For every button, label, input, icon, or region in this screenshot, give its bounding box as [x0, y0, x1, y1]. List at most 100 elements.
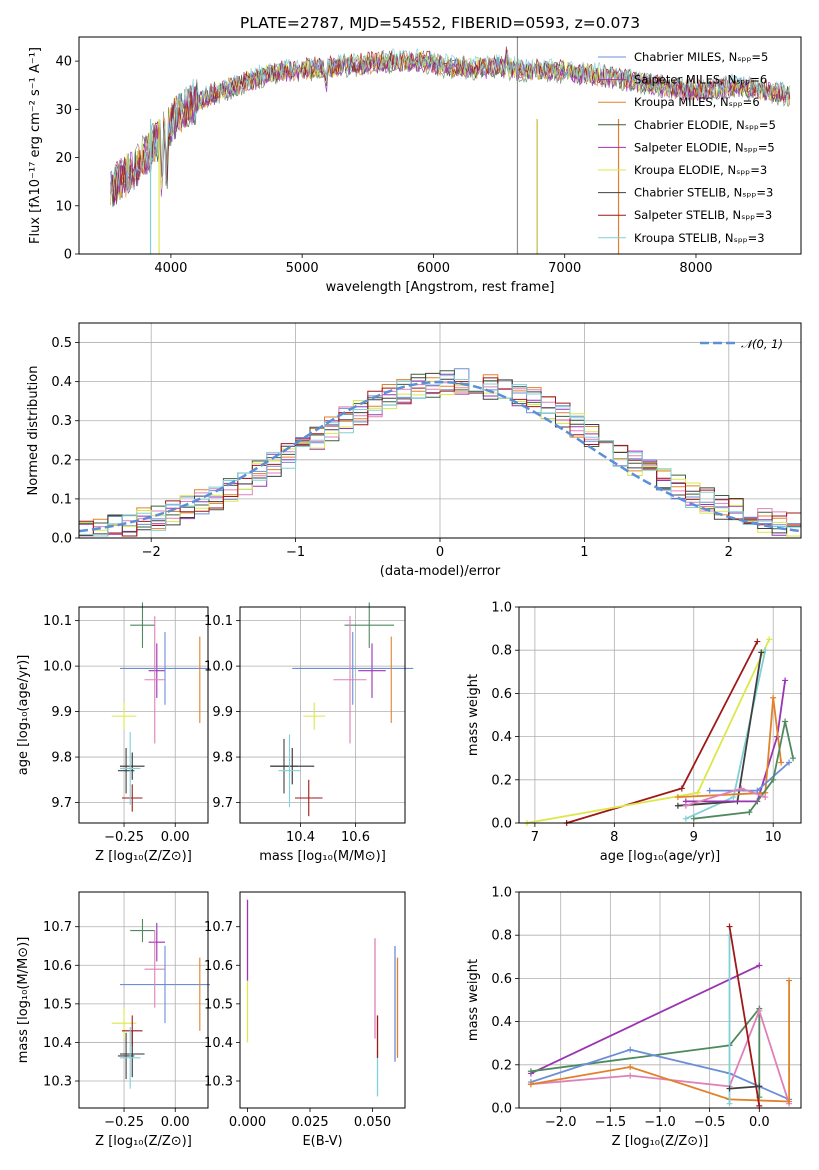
- legend-label: Kroupa ELODIE, Nₛₚₚ=3: [634, 163, 767, 177]
- panel-1-axes: [75, 60, 697, 258]
- y-tick-label: 10.4: [43, 1036, 72, 1051]
- x-tick-label: 10: [765, 830, 782, 845]
- y-tick-label: 9.7: [212, 796, 233, 811]
- weight-marker: [682, 802, 689, 809]
- weight-line: [530, 964, 760, 1075]
- y-tick-label: 10.5: [43, 997, 72, 1012]
- x-tick-label: 8000: [679, 261, 712, 276]
- panel-3-axes: [75, 607, 208, 827]
- y-axis-label: mass [log₁₀(M/M⊙)]: [16, 937, 31, 1064]
- panel-2-frame: [78, 322, 802, 539]
- weight-marker: [726, 1100, 733, 1107]
- x-tick-label: 4000: [154, 261, 187, 276]
- x-tick-label: 5000: [286, 261, 319, 276]
- y-axis-label: Flux [fλ10⁻¹⁷ erg cm⁻² s⁻¹ A⁻¹]: [28, 47, 43, 244]
- legend-label: Salpeter STELIB, Nₛₚₚ=3: [634, 208, 772, 222]
- y-tick-label: 0.8: [491, 929, 512, 944]
- legend-label: Chabrier STELIB, Nₛₚₚ=3: [634, 186, 773, 200]
- weight-line: [526, 639, 771, 824]
- legend-label: Kroupa MILES, Nₛₚₚ=6: [634, 95, 760, 109]
- x-tick-label: 0.025: [291, 1115, 328, 1130]
- y-tick-label: 0.6: [491, 972, 512, 987]
- weight-marker: [726, 923, 733, 930]
- x-tick-label: 7000: [548, 261, 581, 276]
- y-tick-label: 0.0: [491, 817, 512, 832]
- x-axis-label: mass [log₁₀(M/M⊙)]: [259, 849, 386, 864]
- weight-marker: [754, 638, 761, 645]
- weight-marker: [782, 718, 789, 725]
- weight-marker: [754, 787, 761, 794]
- y-tick-label: 10.6: [204, 959, 233, 974]
- y-tick-label: 10.1: [204, 614, 233, 629]
- weight-marker: [694, 789, 701, 796]
- weight-line: [709, 761, 790, 792]
- x-tick-label: 9: [690, 830, 698, 845]
- histogram-group: [79, 368, 801, 538]
- x-tick-label: 0.000: [229, 1115, 266, 1130]
- x-tick-label: 6000: [417, 261, 450, 276]
- weight-marker: [678, 785, 685, 792]
- weight-marker: [758, 649, 765, 656]
- panel-2-axes: [75, 323, 801, 542]
- x-tick-label: 0.00: [161, 1115, 190, 1130]
- y-tick-label: 10: [55, 199, 72, 214]
- x-tick-label: −1.0: [644, 1115, 676, 1130]
- x-tick-label: 0.00: [161, 830, 190, 845]
- y-tick-label: 9.9: [212, 705, 233, 720]
- x-tick-label: 0.0: [749, 1115, 770, 1130]
- panel-7-frame: [239, 891, 406, 1109]
- spectrum-line: [110, 46, 791, 203]
- y-tick-label: 10.7: [43, 920, 72, 935]
- x-tick-label: 1: [580, 545, 588, 560]
- weight-marker: [790, 755, 797, 762]
- weight-line: [729, 1085, 760, 1090]
- y-tick-label: 0.0: [51, 532, 72, 547]
- y-tick-label: 10.5: [204, 997, 233, 1012]
- y-axis-label: age [log₁₀(age/yr)]: [16, 655, 31, 776]
- x-tick-label: −2.0: [545, 1115, 577, 1130]
- y-tick-label: 0.4: [51, 375, 72, 390]
- weight-marker: [756, 962, 763, 969]
- panel-4-axes: [236, 607, 405, 827]
- y-tick-label: 40: [55, 55, 72, 70]
- spectrum-line: [110, 49, 791, 205]
- y-tick-label: 0.4: [491, 1015, 512, 1030]
- y-tick-label: 0.8: [491, 644, 512, 659]
- x-axis-label: age [log₁₀(age/yr)]: [600, 849, 721, 864]
- weight-marker: [690, 815, 697, 822]
- y-tick-label: 0.3: [51, 414, 72, 429]
- legend-label: Kroupa STELIB, Nₛₚₚ=3: [634, 231, 765, 245]
- x-tick-label: −1.5: [595, 1115, 627, 1130]
- y-tick-label: 0.1: [51, 492, 72, 507]
- chart-title: PLATE=2787, MJD=54552, FIBERID=0593, z=0…: [240, 14, 640, 32]
- y-tick-label: 1.0: [491, 886, 512, 901]
- y-tick-label: 9.8: [51, 751, 72, 766]
- weight-marker: [762, 794, 769, 801]
- weight-marker: [786, 1098, 793, 1105]
- panel-6-frame: [78, 891, 209, 1109]
- y-tick-label: 30: [55, 103, 72, 118]
- panel-6-axes: [75, 892, 208, 1112]
- weight-marker: [782, 677, 789, 684]
- y-tick-label: 0.5: [51, 336, 72, 351]
- y-tick-label: 0.4: [491, 730, 512, 745]
- y-tick-label: 1.0: [491, 601, 512, 616]
- x-tick-label: 10.4: [286, 830, 315, 845]
- spectrum-line: [110, 48, 791, 196]
- y-tick-label: 10.1: [43, 614, 72, 629]
- normal-curve: [79, 380, 801, 533]
- x-tick-label: −0.25: [104, 830, 144, 845]
- weight-marker: [674, 794, 681, 801]
- x-axis-label: Z [log₁₀(Z/Z⊙)]: [95, 849, 192, 864]
- x-tick-label: −1: [286, 545, 305, 560]
- legend-label: Chabrier MILES, Nₛₚₚ=5: [634, 50, 768, 64]
- x-axis-label: E(B-V): [302, 1134, 342, 1149]
- y-tick-label: 10.0: [43, 660, 72, 675]
- y-tick-label: 9.8: [212, 751, 233, 766]
- x-tick-label: 10.6: [341, 830, 370, 845]
- weight-marker: [527, 1068, 534, 1075]
- y-axis-label: Normed distribution: [26, 366, 41, 496]
- weight-marker: [627, 1063, 634, 1070]
- weight-marker: [627, 1072, 634, 1079]
